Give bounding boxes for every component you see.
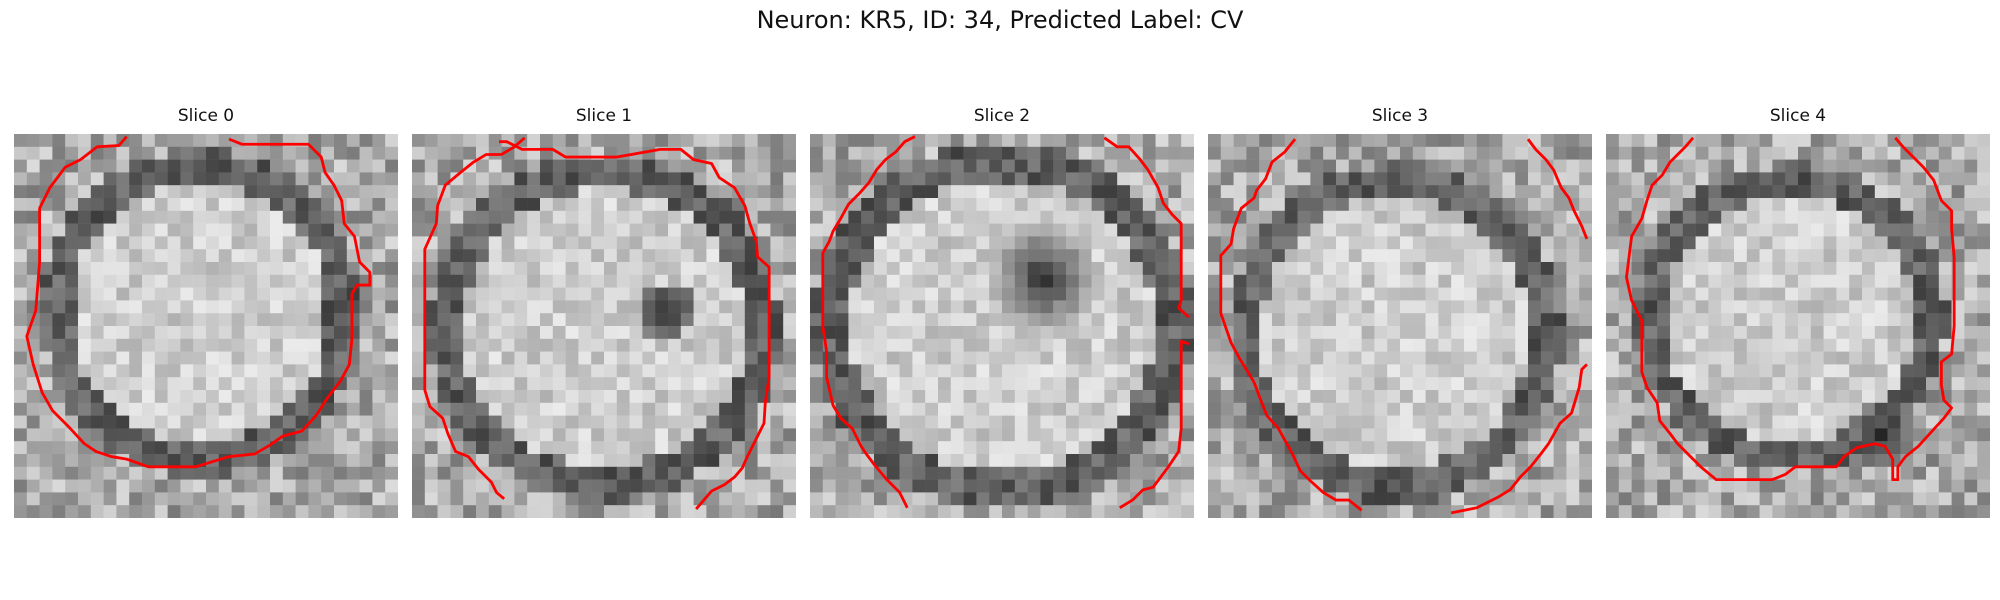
slice-image bbox=[810, 134, 1194, 518]
slice-title: Slice 1 bbox=[575, 106, 633, 126]
slice-image bbox=[1208, 134, 1592, 518]
micrograph-pixels bbox=[810, 134, 1194, 518]
segmentation-contour bbox=[1219, 138, 1363, 512]
slice-panel-2: Slice 2 bbox=[810, 106, 1194, 546]
segmentation-contour bbox=[499, 140, 771, 510]
segmentation-contour bbox=[821, 135, 916, 509]
segmentation-contour bbox=[1103, 136, 1190, 319]
slice-title: Slice 0 bbox=[177, 106, 235, 126]
slice-title: Slice 3 bbox=[1371, 106, 1429, 126]
micrograph-pixels bbox=[1208, 134, 1592, 518]
slice-panel-4: Slice 4 bbox=[1606, 106, 1990, 546]
slice-panel-1: Slice 1 bbox=[412, 106, 796, 546]
slice-image bbox=[14, 134, 398, 518]
segmentation-contour bbox=[1625, 136, 1956, 482]
micrograph-pixels bbox=[1606, 134, 1990, 518]
slice-title: Slice 2 bbox=[973, 106, 1031, 126]
segmentation-contour bbox=[25, 135, 372, 469]
segmentation-contour bbox=[1119, 339, 1190, 509]
segmentation-contour bbox=[1526, 138, 1589, 240]
micrograph-pixels bbox=[412, 134, 796, 518]
slice-image bbox=[1606, 134, 1990, 518]
slice-title: Slice 4 bbox=[1769, 106, 1827, 126]
micrograph-pixels bbox=[14, 134, 398, 518]
slice-panel-0: Slice 0 bbox=[14, 106, 398, 546]
slice-panel-3: Slice 3 bbox=[1208, 106, 1592, 546]
slice-image bbox=[412, 134, 796, 518]
segmentation-contour bbox=[1450, 363, 1588, 515]
figure-title: Neuron: KR5, ID: 34, Predicted Label: CV bbox=[756, 6, 1244, 34]
segmentation-contour bbox=[423, 136, 526, 500]
